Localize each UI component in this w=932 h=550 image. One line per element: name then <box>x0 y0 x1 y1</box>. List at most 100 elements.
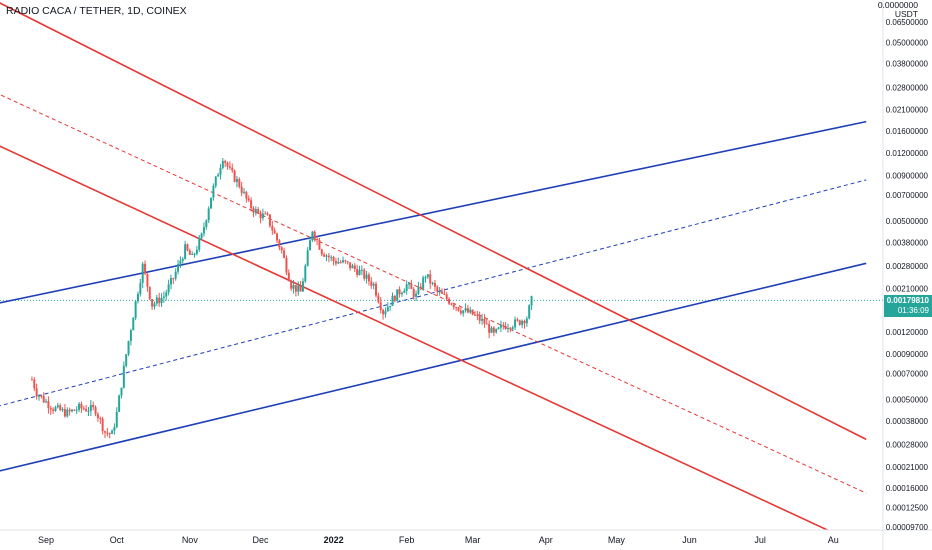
candle[interactable] <box>75 406 78 415</box>
candle[interactable] <box>191 251 194 255</box>
candle[interactable] <box>99 416 102 425</box>
candle[interactable] <box>502 321 505 330</box>
candle[interactable] <box>393 294 396 303</box>
candle[interactable] <box>422 275 425 291</box>
candle[interactable] <box>162 291 165 303</box>
candle[interactable] <box>530 295 533 310</box>
candle[interactable] <box>125 353 128 368</box>
candle[interactable] <box>410 279 413 289</box>
candle[interactable] <box>450 302 453 306</box>
candle[interactable] <box>94 405 97 417</box>
candle[interactable] <box>179 256 182 269</box>
candle[interactable] <box>433 279 436 292</box>
candle[interactable] <box>525 316 528 327</box>
candle[interactable] <box>37 394 40 401</box>
candle[interactable] <box>89 400 92 416</box>
candle[interactable] <box>391 292 394 306</box>
candle[interactable] <box>441 288 443 294</box>
candle[interactable] <box>66 407 69 418</box>
candle[interactable] <box>174 268 177 281</box>
candle[interactable] <box>443 288 446 296</box>
candle[interactable] <box>320 248 323 257</box>
candle[interactable] <box>304 263 307 284</box>
candle[interactable] <box>448 297 451 306</box>
candle[interactable] <box>261 208 264 221</box>
candle[interactable] <box>217 172 220 177</box>
candle[interactable] <box>398 286 401 298</box>
candle[interactable] <box>358 265 361 276</box>
candle[interactable] <box>445 292 448 302</box>
candle[interactable] <box>92 401 95 411</box>
candle[interactable] <box>299 281 302 292</box>
candle[interactable] <box>311 230 314 242</box>
candle[interactable] <box>344 259 347 264</box>
candle[interactable] <box>238 177 241 189</box>
candle[interactable] <box>103 430 106 439</box>
candle[interactable] <box>54 405 57 412</box>
candle[interactable] <box>184 240 187 260</box>
candle[interactable] <box>478 311 481 324</box>
candle[interactable] <box>334 257 337 266</box>
candle[interactable] <box>212 183 215 201</box>
candle[interactable] <box>132 317 135 331</box>
candle[interactable] <box>202 222 205 237</box>
red-channel-lower-line[interactable] <box>0 126 866 548</box>
candle[interactable] <box>490 326 493 334</box>
candle[interactable] <box>353 263 356 273</box>
candle[interactable] <box>384 307 387 318</box>
candle[interactable] <box>228 161 231 170</box>
candle[interactable] <box>419 282 422 291</box>
candle[interactable] <box>186 243 189 252</box>
blue-channel-upper-line[interactable] <box>0 120 867 312</box>
candle[interactable] <box>257 207 260 214</box>
candle[interactable] <box>287 269 290 282</box>
candle[interactable] <box>207 206 210 224</box>
candle[interactable] <box>146 273 149 292</box>
candle[interactable] <box>245 191 248 203</box>
candle[interactable] <box>339 259 342 264</box>
candle[interactable] <box>141 262 144 289</box>
candle[interactable] <box>49 405 52 415</box>
time-axis[interactable]: Sep Oct Nov Dec 2022 Feb Mar Apr May Jun Jul Au <box>38 535 839 545</box>
candle[interactable] <box>226 161 229 170</box>
candle[interactable] <box>285 255 288 276</box>
price-axis[interactable]: 0.06500000 0.05000000 0.03800000 0.02800000… <box>886 18 929 532</box>
candle[interactable] <box>436 285 439 297</box>
candle[interactable] <box>431 281 434 286</box>
candle[interactable] <box>280 246 283 254</box>
candle[interactable] <box>42 392 45 404</box>
candle[interactable] <box>349 262 352 271</box>
candle[interactable] <box>412 287 415 300</box>
candle[interactable] <box>278 239 281 251</box>
candle[interactable] <box>509 327 512 333</box>
candle[interactable] <box>452 303 455 310</box>
candle[interactable] <box>377 292 380 304</box>
candle[interactable] <box>96 412 99 422</box>
candle[interactable] <box>172 277 175 285</box>
candle[interactable] <box>318 237 321 250</box>
candle[interactable] <box>351 263 354 269</box>
candle[interactable] <box>276 232 279 244</box>
candle[interactable] <box>219 164 222 180</box>
candle[interactable] <box>528 304 531 320</box>
candle[interactable] <box>473 311 476 316</box>
candle[interactable] <box>240 181 243 197</box>
candle[interactable] <box>375 281 378 298</box>
candle[interactable] <box>247 195 250 203</box>
candle[interactable] <box>221 158 224 170</box>
candle[interactable] <box>115 407 118 429</box>
candle[interactable] <box>252 206 255 218</box>
candle[interactable] <box>80 401 83 413</box>
candle[interactable] <box>360 265 363 276</box>
candle[interactable] <box>266 211 269 216</box>
candle[interactable] <box>290 279 293 292</box>
candle[interactable] <box>506 323 509 333</box>
candle[interactable] <box>151 298 154 310</box>
candle[interactable] <box>73 409 76 411</box>
candle[interactable] <box>165 289 168 301</box>
blue-channel-mid-line[interactable] <box>0 179 867 417</box>
candle[interactable] <box>52 407 55 414</box>
candle[interactable] <box>488 320 491 339</box>
candle[interactable] <box>233 169 236 183</box>
candle[interactable] <box>514 316 517 331</box>
